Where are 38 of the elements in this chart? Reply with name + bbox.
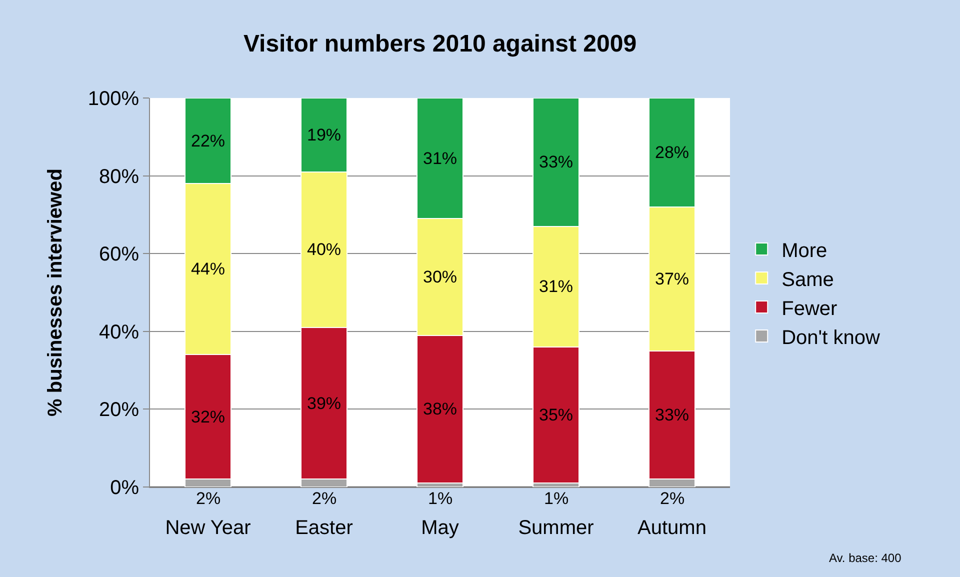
legend-label: Same (782, 268, 834, 291)
x-tick-label: May (421, 517, 459, 539)
data-label: 39% (306, 394, 342, 413)
y-axis-title: % businesses interviewed (44, 168, 66, 416)
data-label: 40% (306, 240, 342, 260)
x-tick-label: Summer (518, 517, 594, 539)
data-label: 31% (538, 277, 574, 296)
legend-label: Don't know (782, 326, 880, 349)
legend-label: Fewer (782, 298, 838, 320)
y-tick-label: 100% (88, 88, 140, 110)
data-label: 28% (654, 142, 690, 162)
data-label: 2% (196, 489, 221, 508)
data-label: 22% (190, 131, 226, 150)
data-label: 38% (422, 400, 458, 419)
data-label: 30% (422, 267, 458, 286)
x-tick-label: New Year (165, 517, 252, 539)
data-label: 33% (654, 406, 690, 425)
y-tick-label: 60% (98, 244, 140, 266)
y-tick-label: 20% (98, 399, 140, 422)
data-label: 2% (312, 489, 337, 508)
y-tick-label: 0% (110, 477, 140, 499)
text: Av. base: 400 (829, 551, 902, 565)
y-tick-label: 40% (98, 321, 140, 344)
data-label: 1% (428, 489, 453, 508)
data-label: 2% (660, 489, 685, 508)
data-label: 37% (654, 269, 690, 288)
data-label: 44% (190, 260, 226, 279)
x-tick-label: Easter (295, 517, 354, 539)
data-label: 31% (422, 148, 458, 168)
data-label: 19% (306, 125, 342, 144)
legend-label: More (782, 240, 828, 262)
data-label: 33% (538, 152, 574, 172)
chart-title: Visitor numbers 2010 against 2009 (243, 30, 637, 58)
data-label: 35% (538, 406, 574, 425)
data-label: 1% (544, 489, 569, 508)
x-tick-label: Autumn (638, 517, 706, 539)
data-label: 32% (190, 407, 226, 426)
y-tick-label: 80% (98, 166, 140, 188)
